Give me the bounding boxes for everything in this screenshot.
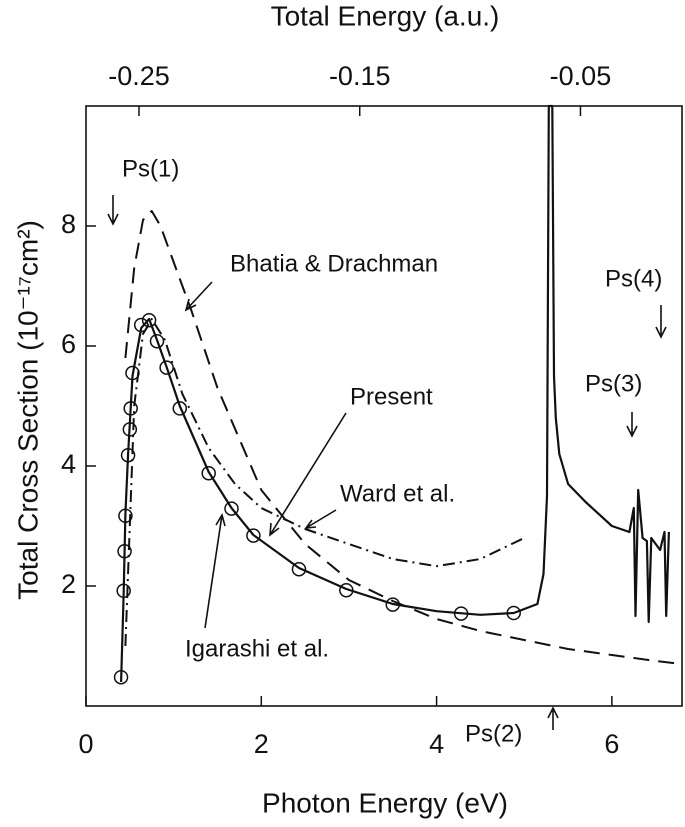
x-tick-label: 2 [254,729,269,759]
x-tick-label: 4 [429,729,444,759]
series-label: Ward et al. [340,480,455,507]
data-point [133,317,149,333]
data-point [113,669,129,685]
annotation: Ps(3) [585,370,642,397]
y-tick-label: 2 [61,569,76,599]
series-line [120,104,670,683]
annotation: Ps(1) [122,155,179,182]
data-point [339,582,354,598]
x-tick-label: 0 [78,729,93,759]
series-line [124,210,683,665]
series-label: Igarashi et al. [185,635,329,662]
x-axis-label: Photon Energy (eV) [262,787,508,818]
annotation: Ps(2) [465,720,522,747]
x2-tick-label: -0.25 [108,61,170,91]
data-point [224,501,239,516]
data-point [141,312,157,328]
y-axis-label: Total Cross Section (10⁻¹⁷cm²) [12,220,43,600]
data-point [117,543,132,559]
data-point [291,561,307,577]
y-tick-label: 6 [61,329,76,359]
series-label: Present [350,383,433,410]
x2-axis-label: Total Energy (a.u.) [271,0,500,31]
data-point [385,597,401,612]
annotation: Ps(4) [605,265,662,292]
data-point [149,333,165,349]
data-point [506,605,521,621]
data-point [246,528,261,543]
x2-tick-label: -0.05 [550,61,612,91]
plot-frame [85,105,683,707]
data-point [453,606,469,621]
data-point [120,447,136,463]
data-point [122,422,138,437]
x2-tick-label: -0.15 [329,61,391,91]
x-tick-label: 6 [604,729,619,759]
data-point [201,465,216,481]
data-point [172,401,188,416]
data-point [159,360,174,375]
y-tick-label: 4 [61,449,76,479]
data-point [116,583,131,599]
data-point [118,508,133,524]
data-point [123,401,138,416]
y-tick-label: 8 [61,209,76,239]
series-line [124,318,525,647]
series-label: Bhatia & Drachman [230,250,438,277]
arrows [107,195,667,730]
data-point [125,365,140,381]
